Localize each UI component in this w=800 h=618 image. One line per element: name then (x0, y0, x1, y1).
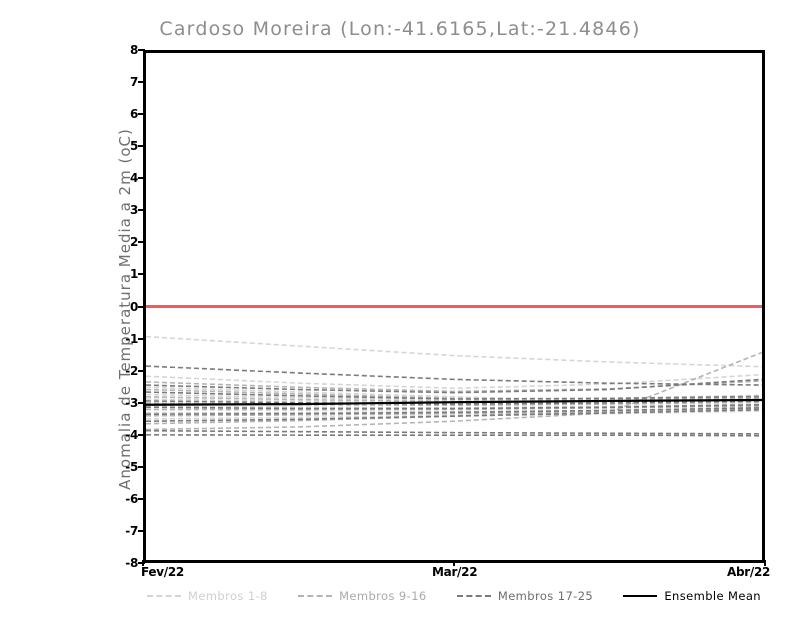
y-tick-label: 5 (129, 139, 138, 154)
y-tick-label: 1 (129, 267, 138, 282)
chart-legend: Membros 1-8 Membros 9-16 Membros 17-25 Ense… (143, 586, 765, 606)
legend-label: Membros 9-16 (339, 589, 427, 603)
member-line (146, 392, 762, 399)
y-tick-label: 2 (129, 235, 138, 250)
y-tick-mark (138, 241, 145, 244)
y-tick-label: -3 (125, 395, 138, 410)
page-title: Cardoso Moreira (Lon:-41.6165,Lat:-21.48… (159, 18, 641, 40)
x-tick-mark (764, 560, 766, 566)
y-tick-mark (138, 145, 145, 148)
y-axis-tick-labels: 8 7 6 5 4 3 2 1 0 -1 -2 -3 -4 -5 -6 -7 -8 (100, 43, 138, 570)
member-line (146, 408, 762, 414)
legend-swatch-icon (456, 595, 491, 597)
member-line (146, 375, 762, 389)
y-tick-mark (138, 49, 145, 51)
member-line (146, 402, 762, 405)
member-line (146, 409, 762, 415)
x-tick-label: Mar/22 (432, 565, 478, 579)
y-tick-label: -2 (125, 363, 138, 378)
member-line (146, 379, 762, 392)
x-tick-mark (453, 560, 455, 566)
y-tick-mark (138, 81, 145, 84)
y-tick-label: -1 (125, 331, 138, 346)
member-line (146, 366, 762, 385)
legend-swatch-icon (147, 595, 181, 597)
x-axis-tick-labels: Fev/22 Mar/22 Abr/22 (0, 560, 800, 583)
member-line (146, 401, 762, 404)
ensemble-mean-line (146, 400, 762, 405)
y-tick-label: -6 (125, 491, 138, 506)
y-tick-label: 7 (129, 75, 138, 90)
legend-label: Membros 17-25 (497, 589, 594, 603)
y-tick-mark (138, 305, 145, 308)
y-tick-mark (138, 562, 145, 564)
y-tick-label: -7 (125, 523, 138, 538)
x-tick-label: Abr/22 (727, 565, 771, 579)
legend-swatch-icon (298, 595, 333, 597)
y-tick-mark (138, 433, 145, 436)
y-tick-mark (138, 209, 145, 212)
x-tick-label: Fev/22 (141, 565, 184, 579)
legend-label: Ensemble Mean (664, 589, 761, 603)
y-tick-mark (138, 401, 145, 404)
y-tick-label: 3 (129, 203, 138, 218)
member-line (146, 337, 762, 367)
member-line (146, 352, 762, 429)
legend-item[interactable]: Ensemble Mean (623, 589, 761, 603)
y-tick-mark (138, 273, 145, 276)
plot-area (143, 50, 765, 563)
y-tick-mark (138, 337, 145, 340)
member-line (146, 431, 762, 434)
plot-svg (146, 53, 762, 560)
y-tick-label: 6 (129, 107, 138, 122)
y-tick-label: 0 (129, 299, 138, 314)
legend-item[interactable]: Membros 1-8 (147, 589, 268, 603)
y-tick-mark (138, 369, 145, 372)
member-line (146, 405, 762, 409)
y-tick-label: 4 (129, 171, 138, 186)
legend-label: Membros 1-8 (188, 589, 268, 603)
y-tick-label: 8 (129, 43, 138, 57)
y-tick-mark (138, 529, 145, 532)
legend-swatch-icon (623, 595, 658, 597)
y-tick-mark (138, 497, 145, 500)
y-tick-mark (138, 177, 145, 180)
legend-item[interactable]: Membros 17-25 (456, 589, 594, 603)
member-line (146, 410, 762, 421)
member-line (146, 435, 762, 436)
legend-item[interactable]: Membros 9-16 (298, 589, 427, 603)
y-tick-label: -5 (125, 459, 138, 474)
y-tick-mark (138, 465, 145, 468)
member-line (146, 406, 762, 410)
y-tick-mark (138, 113, 145, 116)
y-tick-label: -8 (125, 556, 138, 570)
y-tick-label: -4 (125, 427, 138, 442)
